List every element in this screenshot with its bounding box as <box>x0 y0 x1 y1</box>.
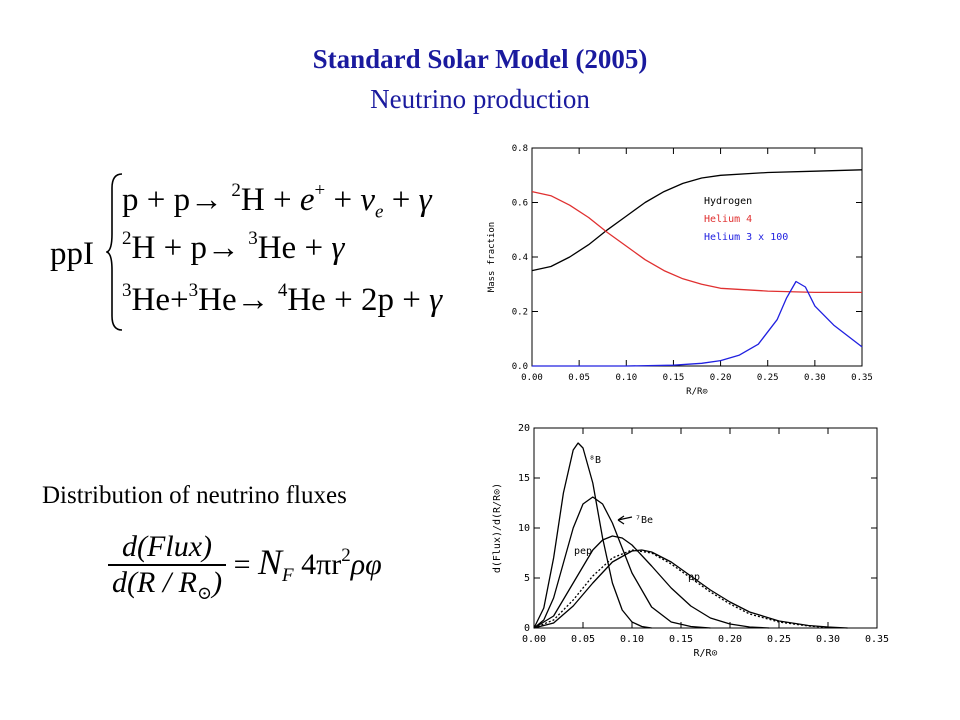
series-line-B <box>533 442 652 629</box>
legend-entry: Helium 3 x 100 <box>704 232 788 243</box>
series-line-ppdotted <box>533 549 829 629</box>
series-line-Helium4 <box>531 190 862 294</box>
y-tick-label: 0.0 <box>512 362 528 372</box>
x-tick-label: 0.05 <box>568 373 590 383</box>
x-tick-label: 0.25 <box>767 634 791 645</box>
y-tick-label: 20 <box>518 423 530 434</box>
annotation-7be: ⁷Be <box>635 515 653 526</box>
sun-symbol: ⊙ <box>196 583 213 603</box>
y-tick-label: 5 <box>524 573 530 584</box>
y-tick-label: 0.4 <box>512 253 528 263</box>
plot-frame <box>531 147 863 367</box>
x-axis-label: R/R⊙ <box>686 387 708 397</box>
reaction-brace <box>106 173 123 331</box>
annotation-pp: pp <box>688 572 700 583</box>
y-axis-label: Mass fraction <box>487 222 497 292</box>
legend-entry: Hydrogen <box>704 196 752 207</box>
series-line-pep <box>533 535 770 629</box>
slide-title: Standard Solar Model (2005) <box>312 44 648 74</box>
ppi-label: ppI <box>50 236 94 272</box>
y-axis-label: d(Flux)/d(R/R⊙) <box>492 483 503 573</box>
reaction-3: 3He+3He→ 4He + 2p + γ <box>122 280 443 318</box>
flux-equation: d(Flux) d(R / R⊙) = NF 4πr2ρφ <box>108 530 382 604</box>
series-line-Helium3x100 <box>532 280 863 367</box>
mass-fraction-chart: 0.00 0.05 0.10 0.15 0.20 0.25 0.30 0.35 0.0 0.2 0.… <box>487 144 873 397</box>
y-tick-label: 0 <box>524 623 530 634</box>
y-tick-label: 0.2 <box>512 308 528 318</box>
annotation-pep: pep <box>574 546 592 557</box>
legend-entry: Helium 4 <box>704 214 752 225</box>
annotation-8b: ⁸B <box>589 455 601 466</box>
reaction-2: 2H + p→ 3He + γ <box>122 228 345 266</box>
y-tick-label: 10 <box>518 523 530 534</box>
x-tick-label: 0.30 <box>816 634 840 645</box>
x-tick-label: 0.10 <box>615 373 637 383</box>
x-tick-label: 0.00 <box>522 634 546 645</box>
x-tick-label: 0.25 <box>757 373 779 383</box>
annotation-7be-arrow <box>617 515 633 525</box>
x-tick-label: 0.30 <box>804 373 826 383</box>
x-tick-label: 0.10 <box>620 634 644 645</box>
flux-caption: Distribution of neutrino fluxes <box>42 482 347 509</box>
x-tick-label: 0.20 <box>718 634 742 645</box>
x-tick-label: 0.35 <box>865 634 889 645</box>
series-line-pp <box>533 549 848 629</box>
x-tick-label: 0.15 <box>663 373 685 383</box>
x-axis-label: R/R⊙ <box>693 648 717 659</box>
x-tick-label: 0.35 <box>851 373 873 383</box>
x-tick-label: 0.20 <box>710 373 732 383</box>
slide-subtitle: Neutrino production <box>370 84 590 114</box>
series-line-Be <box>533 496 711 629</box>
y-tick-label: 0.6 <box>512 199 528 209</box>
series-line-Hydrogen <box>531 169 863 272</box>
y-tick-label: 15 <box>518 473 530 484</box>
y-tick-label: 0.8 <box>512 144 528 154</box>
x-tick-label: 0.05 <box>571 634 595 645</box>
flux-distribution-chart: 0.00 0.05 0.10 0.15 0.20 0.25 0.30 0.35 0 5 10 15 20… <box>492 423 889 659</box>
reaction-1: p + p→ 2H + e+ + νe + γ <box>122 180 432 223</box>
x-tick-label: 0.15 <box>669 634 693 645</box>
x-tick-label: 0.00 <box>521 373 543 383</box>
